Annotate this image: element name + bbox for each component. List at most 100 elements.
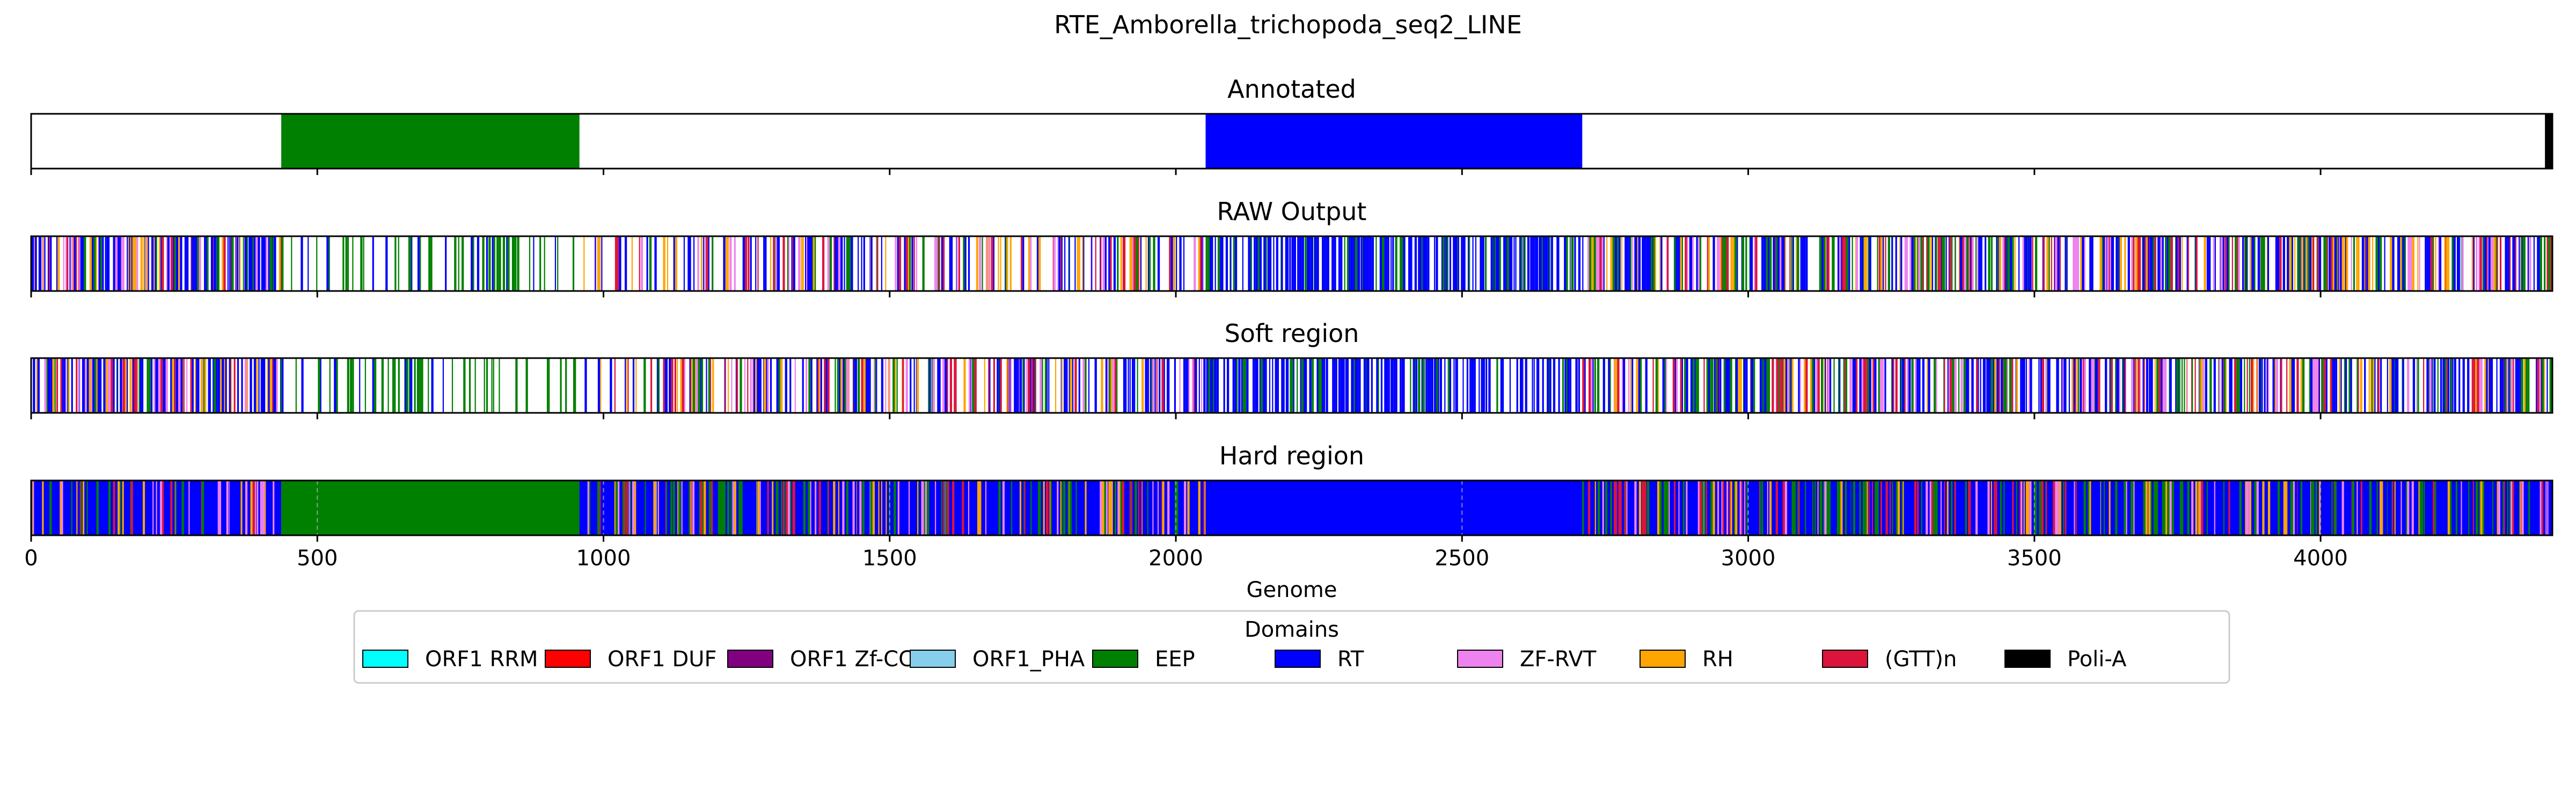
domain-stripe xyxy=(65,236,67,291)
domain-stripe xyxy=(1074,236,1076,291)
domain-stripe xyxy=(1766,358,1768,413)
domain-stripe xyxy=(2506,358,2508,413)
domain-stripe xyxy=(417,236,420,291)
domain-stripe xyxy=(2219,358,2221,413)
domain-stripe xyxy=(2230,358,2233,413)
domain-stripe xyxy=(1024,481,1026,535)
domain-stripe xyxy=(76,481,78,535)
domain-stripe xyxy=(1944,358,1945,413)
domain-stripe xyxy=(2107,236,2109,291)
domain-stripe xyxy=(84,236,86,291)
domain-stripe xyxy=(2392,481,2394,535)
domain-stripe xyxy=(1832,236,1834,291)
domain-stripe xyxy=(1817,358,1820,413)
domain-stripe xyxy=(2170,236,2173,291)
domain-stripe xyxy=(1272,358,1274,413)
domain-stripe xyxy=(2057,236,2060,291)
domain-stripe xyxy=(2191,481,2194,535)
domain-stripe xyxy=(1108,481,1111,535)
domain-stripe xyxy=(156,481,157,535)
domain-stripe xyxy=(2407,236,2410,291)
domain-stripe xyxy=(1865,481,1867,535)
domain-stripe xyxy=(1360,236,1363,291)
domain-stripe xyxy=(2186,358,2188,413)
domain-stripe xyxy=(1108,236,1110,291)
domain-stripe xyxy=(1741,481,1743,535)
domain-stripe xyxy=(158,236,161,291)
domain-stripe xyxy=(1676,358,1678,413)
domain-stripe xyxy=(2286,481,2288,535)
domain-stripe xyxy=(237,358,239,413)
domain-stripe xyxy=(2530,481,2533,535)
domain-stripe xyxy=(143,236,145,291)
domain-stripe xyxy=(352,236,354,291)
domain-stripe xyxy=(1617,358,1620,413)
domain-stripe xyxy=(1206,358,1208,413)
domain-stripe xyxy=(2387,481,2389,535)
domain-stripe xyxy=(1467,236,1469,291)
domain-stripe xyxy=(1680,358,1682,413)
domain-stripe xyxy=(222,358,224,413)
domain-stripe xyxy=(2267,358,2270,413)
domain-stripe xyxy=(473,236,474,291)
domain-stripe xyxy=(2162,236,2164,291)
domain-stripe xyxy=(279,236,281,291)
domain-stripe xyxy=(1696,358,1699,413)
domain-stripe xyxy=(1028,236,1030,291)
domain-stripe xyxy=(1913,236,1915,291)
domain-stripe xyxy=(2377,358,2380,413)
domain-stripe xyxy=(1446,236,1447,291)
legend-swatch xyxy=(1640,650,1686,668)
domain-stripe xyxy=(350,358,353,413)
domain-stripe xyxy=(1921,481,1922,535)
domain-stripe xyxy=(2104,236,2107,291)
domain-stripe xyxy=(931,358,933,413)
domain-stripe xyxy=(987,236,989,291)
domain-stripe xyxy=(2187,481,2190,535)
domain-stripe xyxy=(1438,358,1439,413)
domain-stripe xyxy=(1803,236,1806,291)
domain-stripe xyxy=(451,358,453,413)
domain-stripe xyxy=(201,481,204,535)
domain-stripe xyxy=(1110,358,1113,413)
domain-stripe xyxy=(2512,236,2514,291)
domain-stripe xyxy=(2137,236,2140,291)
domain-stripe xyxy=(94,358,97,413)
domain-stripe xyxy=(1038,481,1040,535)
domain-stripe xyxy=(1646,236,1649,291)
domain-stripe xyxy=(985,481,987,535)
domain-stripe xyxy=(1859,481,1861,535)
domain-stripe xyxy=(843,358,845,413)
domain-stripe xyxy=(1988,358,1991,413)
domain-stripe xyxy=(2315,481,2317,535)
domain-stripe xyxy=(151,236,153,291)
domain-stripe xyxy=(217,481,219,535)
domain-stripe xyxy=(1198,358,1200,413)
domain-stripe xyxy=(1167,481,1170,535)
domain-stripe xyxy=(1444,358,1446,413)
domain-stripe xyxy=(2348,358,2351,413)
domain-stripe xyxy=(1901,481,1903,535)
domain-stripe xyxy=(1646,481,1650,535)
domain-stripe xyxy=(1400,236,1401,291)
domain-stripe xyxy=(1908,358,1911,413)
domain-stripe xyxy=(2377,236,2380,291)
domain-stripe xyxy=(598,236,601,291)
domain-stripe xyxy=(615,481,618,535)
domain-stripe xyxy=(991,236,993,291)
domain-stripe xyxy=(1853,481,1855,535)
domain-stripe xyxy=(1582,358,1585,413)
domain-stripe xyxy=(2376,481,2378,535)
domain-stripe xyxy=(1751,481,1753,535)
domain-stripe xyxy=(1917,236,1919,291)
domain-stripe xyxy=(2323,358,2326,413)
domain-stripe xyxy=(1211,236,1213,291)
domain-stripe xyxy=(1837,236,1840,291)
domain-stripe xyxy=(491,358,493,413)
domain-stripe xyxy=(1154,358,1156,413)
domain-stripe xyxy=(1009,358,1011,413)
domain-stripe xyxy=(554,236,557,291)
domain-stripe xyxy=(2284,481,2287,535)
domain-stripe xyxy=(1345,358,1346,413)
track-frame xyxy=(30,357,2553,414)
